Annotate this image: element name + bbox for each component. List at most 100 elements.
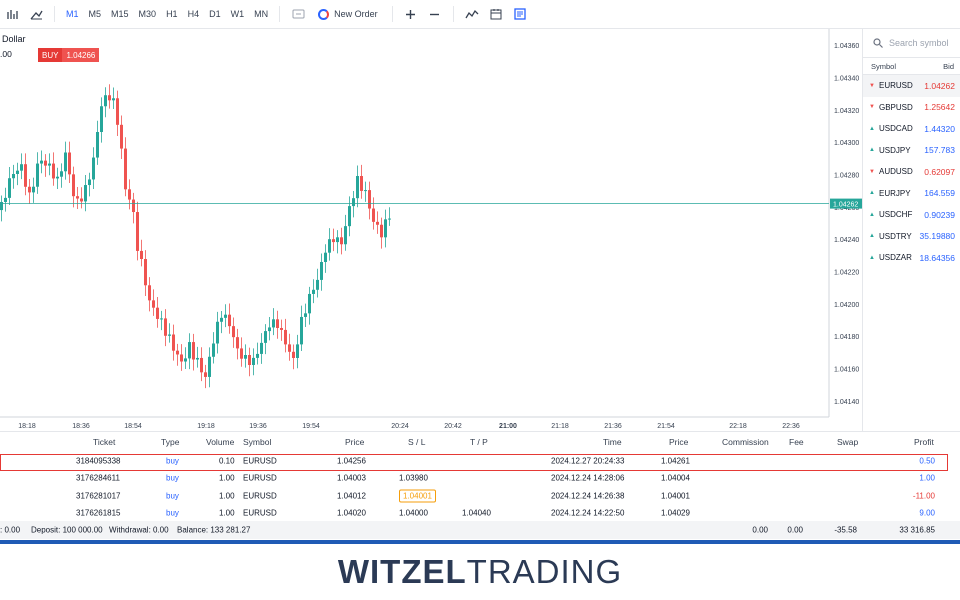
divider-bar xyxy=(0,540,960,544)
zoom-out-icon[interactable] xyxy=(423,0,447,29)
candle-body xyxy=(272,319,275,328)
market-watch-bid: 157.783 xyxy=(924,145,955,156)
summary-withdrawal: Withdrawal: 0.00 xyxy=(109,525,169,535)
candle-body xyxy=(244,355,247,359)
col-tp[interactable]: T / P xyxy=(470,437,488,447)
candle-body xyxy=(328,239,331,253)
timeframe-m30[interactable]: M30 xyxy=(138,9,157,19)
calendar-icon[interactable] xyxy=(484,0,508,29)
cell-ticket: 3176281017 xyxy=(76,491,121,501)
market-watch-row[interactable]: ▼ GBPUSD 1.25642 xyxy=(863,97,960,119)
zoom-in-icon[interactable] xyxy=(399,0,423,29)
sell-price-fragment[interactable]: .00 xyxy=(0,49,12,59)
time-axis-label: 21:36 xyxy=(604,423,622,430)
market-watch-panel: Search symbol Symbol Bid ▼ EURUSD 1.04262 ▼… xyxy=(862,29,960,431)
market-watch-header: Symbol Bid xyxy=(863,57,960,75)
candle-body xyxy=(172,334,175,351)
market-watch-row[interactable]: ▲ USDTRY 35.19880 xyxy=(863,226,960,248)
col-bid[interactable]: Bid xyxy=(943,61,954,71)
candle-body xyxy=(224,314,227,318)
buy-button[interactable]: BUY 1.04266 xyxy=(38,48,100,62)
candle-body xyxy=(388,218,391,220)
market-watch-row[interactable]: ▲ USDZAR 18.64356 xyxy=(863,247,960,269)
timeframe-h4[interactable]: H4 xyxy=(187,9,200,19)
candle-body xyxy=(248,355,251,365)
timeframe-h1[interactable]: H1 xyxy=(166,9,178,19)
account-summary: : 0.00 Deposit: 100 000.00 Withdrawal: 0… xyxy=(0,521,960,539)
cell-tp: 1.04040 xyxy=(462,508,491,518)
col-sl[interactable]: S / L xyxy=(408,437,426,447)
brand-part-2: TRADING xyxy=(466,553,623,590)
candle-body xyxy=(44,160,47,166)
market-watch-row[interactable]: ▲ USDJPY 157.783 xyxy=(863,140,960,162)
cell-price: 1.04020 xyxy=(337,508,366,518)
triangle-up-icon: ▲ xyxy=(869,211,875,218)
candle-body xyxy=(324,252,327,262)
col-fee[interactable]: Fee xyxy=(789,437,804,447)
chart-type-bars-icon[interactable] xyxy=(0,0,24,29)
timeframe-m1[interactable]: M1 xyxy=(66,9,79,19)
cell-sl: 1.04000 xyxy=(399,508,428,518)
candle-body xyxy=(168,334,171,336)
chart-canvas[interactable]: 1.04360 1.04340 1.04320 1.04300 1.04280 1.042… xyxy=(0,29,862,431)
cell-sl: 1.03980 xyxy=(399,473,428,483)
cell-profit: 1.00 xyxy=(919,473,935,483)
market-watch-symbol: AUDUSD xyxy=(879,167,913,177)
candle-body xyxy=(4,197,7,202)
market-watch-row[interactable]: ▼ EURUSD 1.04262 xyxy=(863,75,960,97)
cell-type: buy xyxy=(166,491,179,501)
market-watch-row[interactable]: ▲ USDCHF 0.90239 xyxy=(863,204,960,226)
market-watch-bid: 0.62097 xyxy=(924,166,955,177)
price-chart[interactable]: 1.04360 1.04340 1.04320 1.04300 1.04280 1.042… xyxy=(0,29,862,431)
market-watch-row[interactable]: ▲ EURJPY 164.559 xyxy=(863,183,960,205)
col-symbol[interactable]: Symbol xyxy=(243,437,272,447)
separator xyxy=(452,6,454,22)
time-axis-label: 20:24 xyxy=(391,423,409,430)
timeframe-w1[interactable]: W1 xyxy=(230,9,245,19)
col-price[interactable]: Price xyxy=(345,437,365,447)
candle-body xyxy=(56,176,59,179)
col-ticket[interactable]: Ticket xyxy=(93,437,116,447)
col-type[interactable]: Type xyxy=(161,437,180,447)
indicators-icon[interactable] xyxy=(460,0,484,29)
col-time[interactable]: Time xyxy=(603,437,622,447)
table-row[interactable]: 3184095338 buy 0.10 EURUSD 1.04256 2024.12.27… xyxy=(0,452,960,470)
cell-sl: 1.04001 xyxy=(399,489,436,503)
timeframe-mn[interactable]: MN xyxy=(254,9,269,19)
candle-body xyxy=(160,318,163,320)
market-watch-symbol: USDTRY xyxy=(879,231,912,241)
symbol-search[interactable]: Search symbol xyxy=(863,29,960,57)
price-axis-label: 1.04220 xyxy=(834,270,859,277)
timeframe-d1[interactable]: D1 xyxy=(209,9,221,19)
candle-body xyxy=(20,164,23,171)
col-volume[interactable]: Volume xyxy=(206,437,235,447)
candle-body xyxy=(0,201,3,211)
market-watch-symbol: USDCAD xyxy=(879,124,913,134)
triangle-down-icon: ▼ xyxy=(869,82,875,89)
summary-balance: Balance: 133 281.27 xyxy=(177,525,251,535)
market-watch-bid: 1.25642 xyxy=(924,102,955,113)
table-row[interactable]: 3176261815 buy 1.00 EURUSD 1.04020 1.04000 1.0… xyxy=(0,505,960,523)
market-watch-toggle-icon[interactable] xyxy=(508,0,532,29)
col-commission[interactable]: Commission xyxy=(722,437,769,447)
col-symbol[interactable]: Symbol xyxy=(871,61,897,71)
candle-body xyxy=(204,372,207,377)
timeframe-m15[interactable]: M15 xyxy=(111,9,129,19)
chart-type-candles-icon[interactable] xyxy=(24,0,48,29)
market-watch-row[interactable]: ▼ AUDUSD 0.62097 xyxy=(863,161,960,183)
time-axis-label: 18:54 xyxy=(124,423,142,430)
market-watch-row[interactable]: ▲ USDCAD 1.44320 xyxy=(863,118,960,140)
market-watch-bid: 1.44320 xyxy=(924,123,955,134)
candle-body xyxy=(268,327,271,332)
table-row[interactable]: 3176284611 buy 1.00 EURUSD 1.04003 1.03980 202… xyxy=(0,470,960,488)
candle-body xyxy=(360,176,363,191)
timeframe-m5[interactable]: M5 xyxy=(88,9,102,19)
table-row[interactable]: 3176281017 buy 1.00 EURUSD 1.04012 1.04001 202… xyxy=(0,487,960,505)
col-profit[interactable]: Profit xyxy=(914,437,934,447)
market-watch-bid: 18.64356 xyxy=(919,252,955,263)
new-order-button[interactable]: New Order xyxy=(310,8,386,20)
one-click-trading-icon[interactable] xyxy=(286,0,310,29)
col-swap[interactable]: Swap xyxy=(837,437,859,447)
candle-body xyxy=(128,189,131,200)
col-price-current[interactable]: Price xyxy=(669,437,689,447)
